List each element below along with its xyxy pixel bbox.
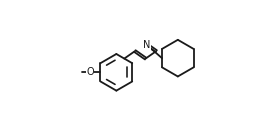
Text: O: O (86, 67, 94, 77)
Text: N: N (143, 40, 151, 50)
